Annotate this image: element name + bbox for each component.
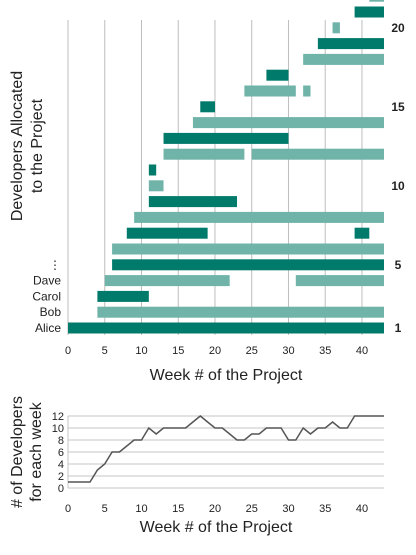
line-x-tick-label: 0 — [65, 503, 71, 515]
gantt-grid — [67, 20, 363, 335]
gantt-x-tick-label: 25 — [246, 345, 258, 357]
line-y-axis-title: # of Developers for each week — [9, 396, 45, 508]
gantt-bar-row-22 — [369, 0, 384, 2]
gantt-y-axis-title: Developers Allocated to the Project — [9, 71, 46, 221]
gantt-bar-row-15 — [200, 101, 215, 113]
gantt-bar-row-12 — [163, 148, 245, 160]
gantt-bar-row-19 — [317, 38, 384, 50]
gantt-bar-row-3 — [97, 290, 149, 302]
gantt-bar-row-5 — [112, 259, 385, 271]
gantt-bar-row-14 — [192, 117, 384, 129]
row-count-label: 15 — [391, 100, 405, 114]
gantt-bar-row-16 — [303, 85, 311, 97]
gantt-bar-row-9 — [148, 196, 238, 208]
line-x-tick-label: 25 — [246, 503, 258, 515]
gantt-bar-row-18 — [303, 53, 384, 65]
gantt-x-axis-title: Week # of the Project — [150, 367, 303, 384]
gantt-bar-row-10 — [148, 180, 164, 192]
gantt-bar-row-12 — [251, 148, 384, 160]
row-count-label: 5 — [395, 258, 402, 272]
gantt-bar-row-16 — [244, 85, 296, 97]
gantt-bar-row-11 — [148, 164, 157, 176]
gantt-bar-row-7 — [354, 227, 370, 239]
gantt-bar-row-4 — [295, 275, 384, 287]
gantt-bar-row-17 — [266, 69, 289, 81]
line-x-axis-title: Week # of the Project — [140, 519, 293, 536]
gantt-x-tick-label: 10 — [135, 345, 147, 357]
row-count-label: 10 — [391, 179, 405, 193]
line-y-tick-label: 10 — [52, 423, 64, 435]
gantt-bar-row-7 — [126, 227, 208, 239]
gantt-x-tick-label: 15 — [172, 345, 184, 357]
row-count-label: 20 — [391, 21, 405, 35]
line-x-tick-label: 35 — [319, 503, 331, 515]
gantt-x-tick-label: 0 — [65, 345, 71, 357]
line-y-tick-label: 6 — [58, 447, 64, 459]
line-y-tick-label: 0 — [58, 483, 64, 495]
gantt-x-tick-labels: 0 5 10 15 20 25 30 35 40 — [65, 345, 368, 357]
gantt-y-axis-title-line-2: to the Project — [29, 98, 46, 193]
developer-label: ⋮ — [49, 258, 61, 272]
line-x-tick-label: 10 — [135, 503, 147, 515]
developer-label: Bob — [40, 305, 62, 319]
gantt-bar-row-20 — [332, 22, 340, 34]
developer-label: Dave — [33, 274, 61, 288]
line-y-tick-label: 2 — [58, 471, 64, 483]
gantt-x-tick-label: 30 — [282, 345, 294, 357]
developer-label: Alice — [35, 321, 61, 335]
line-x-tick-label: 15 — [172, 503, 184, 515]
developers-per-week-line — [68, 415, 384, 483]
gantt-bar-row-2 — [97, 306, 384, 318]
line-x-tick-label: 20 — [209, 503, 221, 515]
line-x-tick-labels: 0 5 10 15 20 25 30 35 40 — [65, 503, 368, 515]
line-y-tick-label: 8 — [58, 435, 64, 447]
line-y-axis-title-line-1: # of Developers — [9, 396, 26, 508]
line-y-tick-label: 12 — [52, 411, 64, 423]
developer-label: Carol — [32, 289, 61, 303]
gantt-bar-row-4 — [104, 275, 230, 287]
gantt-bar-row-1 — [68, 322, 384, 334]
gantt-x-tick-label: 20 — [209, 345, 221, 357]
gantt-x-tick-label: 5 — [102, 345, 108, 357]
line-x-tick-label: 30 — [282, 503, 294, 515]
gantt-x-tick-label: 40 — [356, 345, 368, 357]
gantt-bars — [68, 0, 385, 334]
gantt-bar-row-6 — [112, 243, 385, 255]
gantt-x-tick-label: 35 — [319, 345, 331, 357]
gantt-y-axis-title-line-1: Developers Allocated — [9, 71, 26, 221]
line-x-tick-label: 5 — [102, 503, 108, 515]
line-grid — [67, 415, 384, 489]
row-count-label: 1 — [395, 321, 402, 335]
line-x-tick-label: 40 — [356, 503, 368, 515]
gantt-bar-row-21 — [354, 6, 384, 18]
gantt-bar-row-13 — [163, 132, 289, 144]
gantt-bar-row-8 — [134, 211, 384, 223]
line-y-tick-label: 4 — [58, 459, 64, 471]
line-y-axis-title-line-2: for each week — [28, 401, 45, 502]
